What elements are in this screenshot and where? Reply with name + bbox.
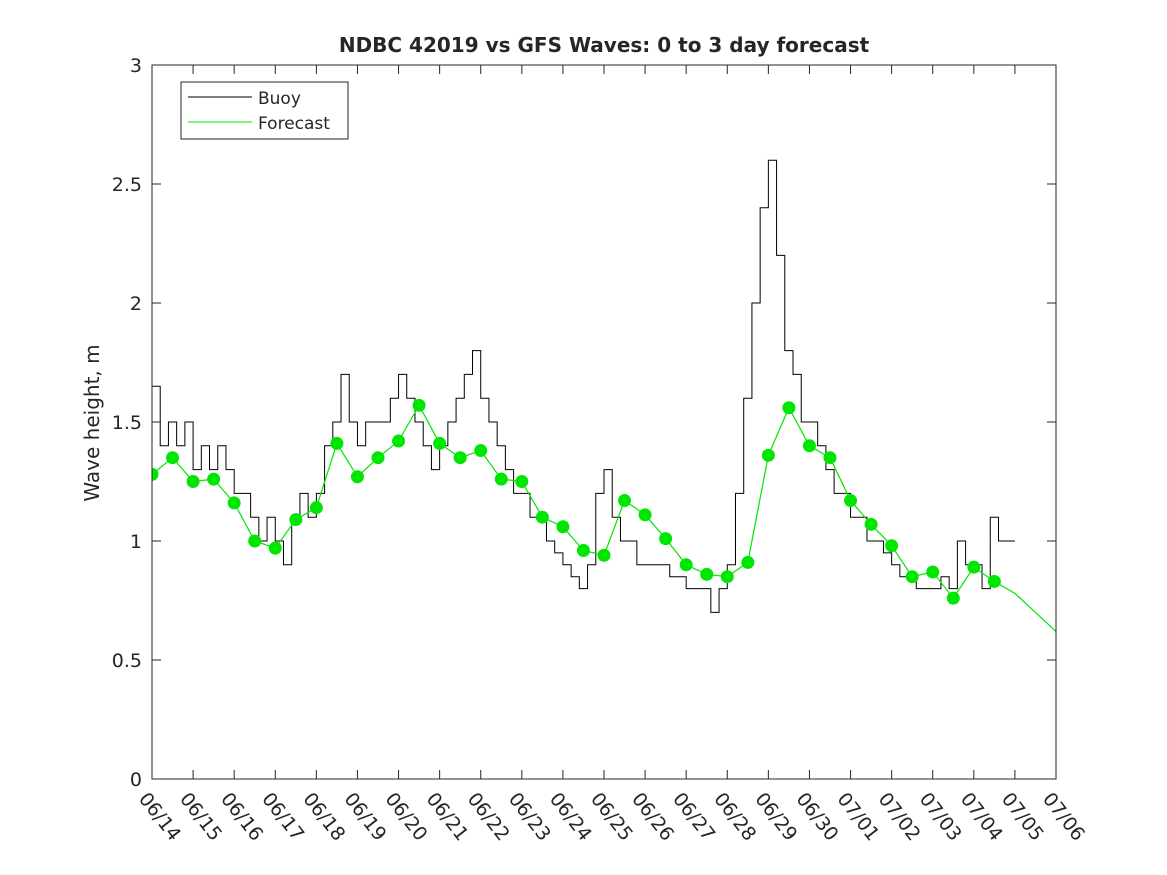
forecast-marker — [700, 567, 714, 581]
plot-frame — [151, 64, 1057, 780]
forecast-marker — [392, 434, 406, 448]
y-tick-label: 2 — [130, 293, 142, 315]
forecast-marker — [433, 436, 447, 450]
y-tick-label: 0 — [130, 769, 142, 791]
forecast-marker — [268, 541, 282, 555]
forecast-marker — [638, 508, 652, 522]
y-tick-label: 0.5 — [112, 650, 142, 672]
forecast-marker — [515, 475, 529, 488]
forecast-marker — [166, 451, 180, 465]
forecast-marker — [248, 534, 262, 548]
forecast-marker — [152, 467, 159, 481]
forecast-marker — [741, 555, 755, 569]
forecast-marker — [289, 513, 303, 527]
series-layer — [152, 159, 1056, 632]
y-tick-label: 1.5 — [112, 412, 142, 434]
forecast-marker — [556, 520, 570, 534]
forecast-marker — [844, 494, 858, 508]
forecast-marker — [371, 451, 385, 465]
forecast-marker — [823, 451, 837, 465]
forecast-marker — [885, 539, 899, 553]
forecast-marker — [494, 472, 508, 486]
forecast-marker — [309, 501, 323, 515]
forecast-marker — [597, 548, 611, 562]
y-tick-label: 1 — [130, 531, 142, 553]
forecast-marker — [474, 444, 488, 458]
forecast-marker — [802, 439, 816, 453]
forecast-marker — [535, 510, 549, 524]
forecast-marker — [207, 472, 221, 486]
forecast-marker — [186, 475, 200, 488]
forecast-marker — [967, 560, 981, 574]
forecast-marker — [761, 448, 775, 462]
legend-buoy-label: Buoy — [258, 89, 301, 109]
forecast-marker — [659, 532, 673, 546]
forecast-marker — [576, 544, 590, 558]
forecast-marker — [720, 570, 734, 584]
legend: Buoy Forecast — [180, 81, 349, 140]
buoy-series-line — [152, 159, 1015, 613]
forecast-marker — [618, 494, 632, 508]
forecast-marker — [412, 398, 426, 412]
y-axis-label: Wave height, m — [80, 344, 104, 501]
y-tick-label: 3 — [130, 55, 142, 77]
forecast-marker — [864, 517, 878, 531]
forecast-marker — [453, 451, 467, 465]
legend-box — [180, 81, 349, 140]
forecast-marker — [905, 570, 919, 584]
forecast-marker — [679, 558, 693, 572]
forecast-marker — [926, 565, 940, 579]
y-tick-label: 2.5 — [112, 174, 142, 196]
forecast-marker — [987, 574, 1001, 588]
forecast-marker — [946, 591, 960, 605]
legend-forecast-label: Forecast — [258, 114, 330, 134]
forecast-marker — [227, 496, 241, 510]
chart-title: NDBC 42019 vs GFS Waves: 0 to 3 day fore… — [339, 33, 870, 57]
forecast-marker — [782, 401, 796, 415]
forecast-marker — [350, 470, 364, 484]
forecast-marker — [330, 436, 344, 450]
